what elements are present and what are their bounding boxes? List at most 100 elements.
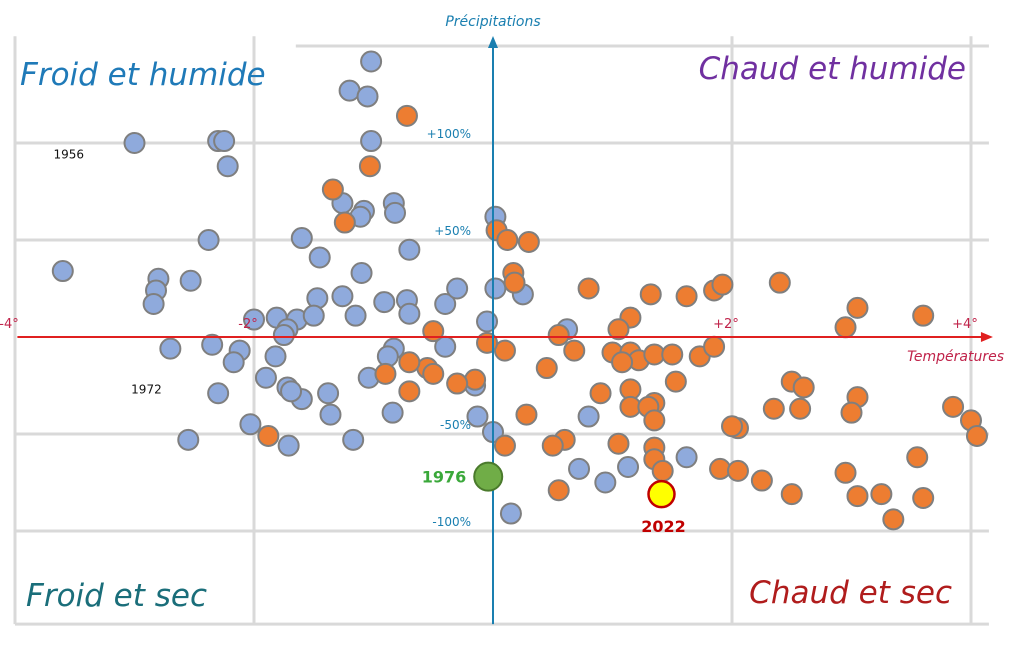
y-axis-title: Précipitations [445,14,540,30]
x-tick-label: -2° [238,317,257,332]
point-warm-year [882,508,905,531]
point-warm-year [493,339,516,362]
point-warm-year [358,155,381,178]
point-cold-year [350,261,373,284]
point-warm-year [675,285,698,308]
x-tick-label: +2° [713,317,739,332]
point-warm-year [912,304,935,327]
point-warm-year [661,343,684,366]
point-cold-year [675,446,698,469]
highlight-label-2022: 2022 [641,517,686,536]
point-warm-year [834,316,857,339]
point-cold-year [617,455,640,478]
point-warm-year [664,370,687,393]
point-warm-year [762,397,785,420]
point-warm-year [912,487,935,510]
point-warm-year [321,178,344,201]
point-warm-year [834,461,857,484]
point-warm-year [547,479,570,502]
point-cold-year [594,471,617,494]
point-cold-year [159,337,182,360]
point-cold-year [373,291,396,314]
point-cold-year [360,50,383,73]
x-tick-label: +4° [952,317,978,332]
highlight-point-2022 [647,479,676,509]
point-cold-year [398,238,421,261]
point-warm-year [651,459,674,482]
point-cold-year [142,293,165,316]
year-annotation: 1956 [54,148,85,162]
point-warm-year [398,351,421,374]
point-warm-year [750,469,773,492]
point-cold-year [239,413,262,436]
point-warm-year [517,230,540,253]
point-cold-year [476,310,499,333]
y-tick-label: -100% [432,515,471,529]
point-warm-year [709,457,732,480]
point-cold-year [243,308,265,331]
point-warm-year [503,271,526,294]
point-cold-year [302,304,325,327]
point-warm-year [515,403,538,426]
point-warm-year [257,424,280,447]
point-warm-year [711,273,734,296]
point-cold-year [264,345,287,368]
point-cold-year [356,85,379,108]
point-warm-year [547,324,570,347]
point-cold-year [317,382,340,405]
point-cold-year [342,428,365,451]
point-warm-year [493,434,516,457]
point-warm-year [541,434,564,457]
point-cold-year [197,229,220,251]
point-warm-year [703,335,726,358]
point-cold-year [331,285,354,308]
point-cold-year [290,227,313,250]
point-warm-year [398,380,421,403]
tick-labels: +100% +50% -50% -100% -4° -2° +2° +4° [0,127,978,529]
point-warm-year [422,320,445,343]
point-warm-year [611,351,634,374]
point-cold-year [344,304,367,327]
point-cold-year [201,333,224,356]
point-warm-year [846,485,869,508]
point-cold-year [499,502,522,525]
point-warm-year [563,339,586,362]
point-warm-year [607,432,630,455]
point-cold-year [177,428,200,451]
x-axis-arrowhead [980,332,993,342]
point-warm-year [464,368,487,391]
point-cold-year [308,246,331,269]
point-warm-year [846,296,869,319]
highlighted-years: 1976 2022 [422,461,686,536]
x-axis-title: Températures [907,349,1004,365]
point-warm-year [639,283,662,306]
quadrant-label-cold-wet: Froid et humide [20,57,266,93]
y-tick-label: +50% [434,224,471,238]
point-cold-year [277,434,300,457]
quadrant-label-hot-dry: Chaud et sec [749,575,952,611]
point-cold-year [280,380,303,403]
x-tick-label: -4° [0,317,19,332]
point-cold-year [216,155,239,178]
year-annotation: 1972 [131,382,162,396]
y-axis-arrowhead [488,36,498,48]
point-warm-year [422,362,445,385]
highlight-point-1976 [473,461,504,492]
point-cold-year [398,302,421,325]
point-warm-year [395,104,418,127]
point-warm-year [643,409,666,432]
point-warm-year [840,401,863,424]
point-warm-year [789,397,812,420]
point-cold-year [568,457,591,480]
point-cold-year [179,269,202,292]
point-warm-year [906,446,929,469]
point-warm-year [589,382,612,405]
point-warm-year [577,277,600,300]
point-cold-year [207,382,230,405]
point-cold-year [434,293,457,316]
point-cold-year [360,130,383,153]
point-cold-year [51,260,74,283]
quadrant-label-cold-dry: Froid et sec [26,578,207,614]
point-cold-year [213,130,236,153]
